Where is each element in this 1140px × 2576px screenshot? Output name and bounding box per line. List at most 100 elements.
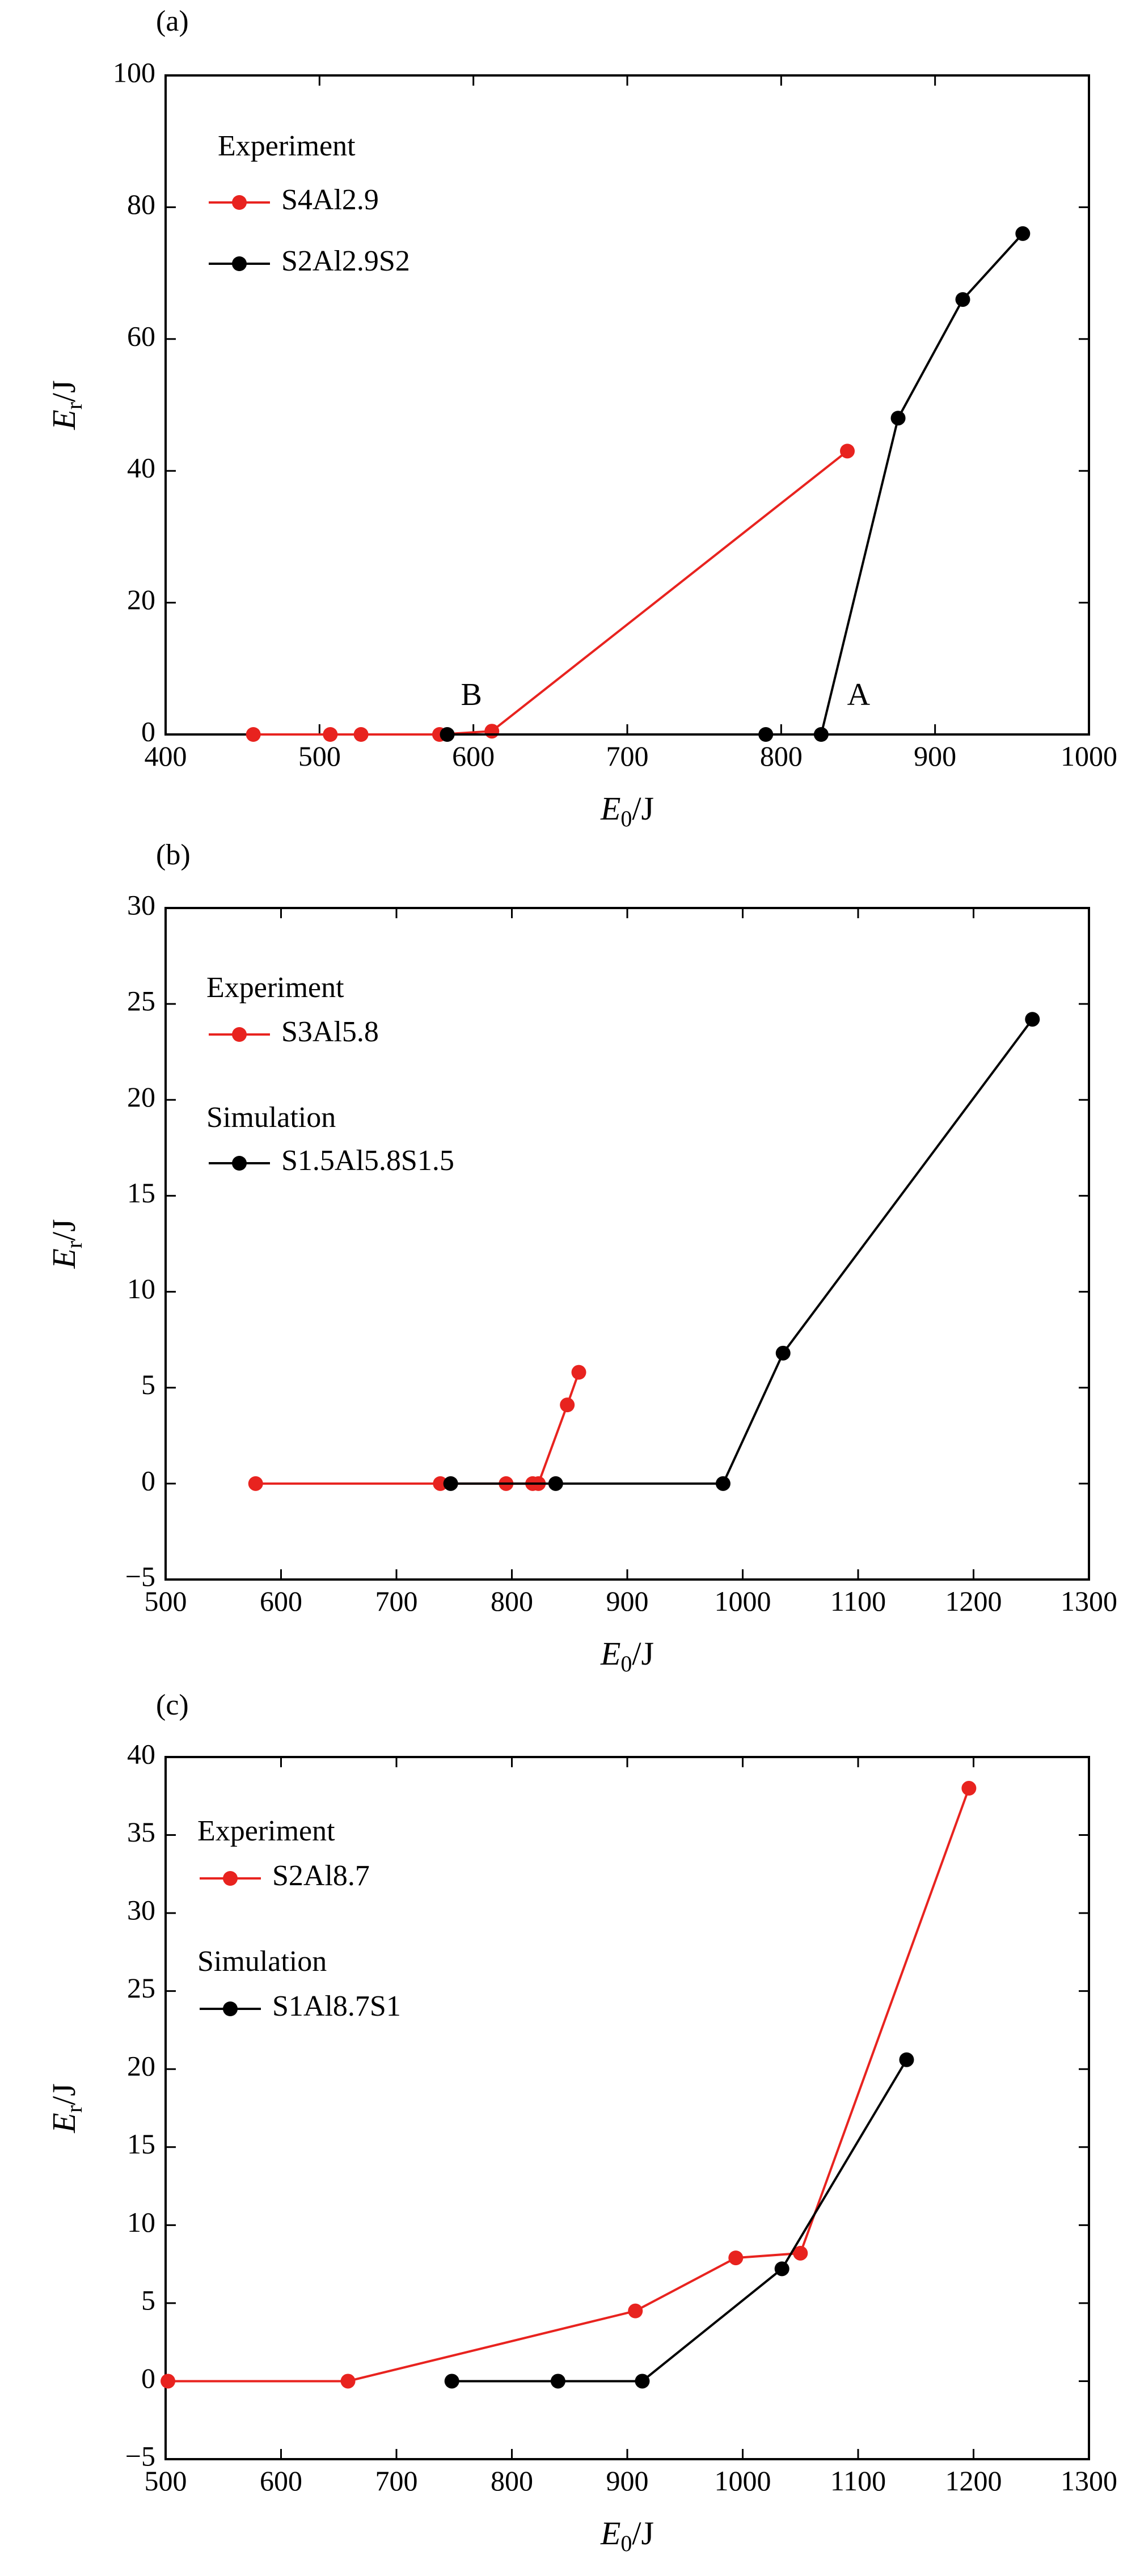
data-point xyxy=(161,2374,176,2389)
x-axis-label-subscript: 0 xyxy=(620,1651,632,1676)
x-tick-label: 900 xyxy=(606,1585,649,1617)
data-point xyxy=(484,724,500,739)
y-tick-label: 30 xyxy=(127,1894,155,1926)
legend-heading: Experiment xyxy=(197,1815,335,1847)
x-axis-label-subscript: 0 xyxy=(620,2531,632,2556)
y-tick-label: 80 xyxy=(127,188,155,220)
x-axis-label-unit: /J xyxy=(632,1635,654,1672)
x-tick-label: 700 xyxy=(375,2465,418,2497)
data-point xyxy=(840,444,855,459)
legend-entry: S2Al8.7 xyxy=(272,1860,370,1892)
legend-swatch-marker xyxy=(223,1871,238,1886)
annotation-label-b: B xyxy=(461,677,482,712)
data-point xyxy=(635,2374,650,2389)
data-point xyxy=(728,2250,744,2266)
y-tick-label: 5 xyxy=(141,1369,155,1400)
x-tick-label: 600 xyxy=(260,1585,302,1617)
legend-entry: S2Al2.9S2 xyxy=(281,245,410,277)
x-axis-label: E0/J xyxy=(600,790,654,831)
y-tick-label: 30 xyxy=(127,889,155,920)
y-axis-label: Er/J xyxy=(45,2083,87,2133)
y-tick-label: 60 xyxy=(127,320,155,352)
y-axis-label-unit: /J xyxy=(45,1219,82,1241)
x-tick-label: 1100 xyxy=(830,2465,886,2497)
x-tick-label: 1000 xyxy=(715,2465,771,2497)
data-point xyxy=(1015,226,1031,241)
plot-frame xyxy=(164,907,1090,1581)
data-point xyxy=(813,727,829,742)
y-tick-label: 100 xyxy=(113,56,155,88)
x-tick-label: 600 xyxy=(260,2465,302,2497)
y-tick-label: 35 xyxy=(127,1816,155,1848)
chart-panel-b: (b) 500 600 700 800 900 1000 1100 1200 1300 −5 0 5 10… xyxy=(45,839,1117,1676)
data-point xyxy=(899,2052,914,2067)
y-axis-label-subscript: r xyxy=(61,402,87,409)
x-axis-label-symbol: E xyxy=(600,790,620,827)
x-tick-label: 500 xyxy=(145,1585,187,1617)
y-tick-label: 5 xyxy=(141,2284,155,2316)
panel-label: (b) xyxy=(156,839,191,871)
legend-heading: Simulation xyxy=(197,1945,327,1978)
x-tick-label: 800 xyxy=(491,2465,533,2497)
legend-heading: Experiment xyxy=(218,130,356,162)
series-line-s1.5al5.8s1.5 xyxy=(450,1019,1033,1485)
x-tick-label: 800 xyxy=(491,1585,533,1617)
legend-heading: Experiment xyxy=(206,972,344,1004)
series-line-s4al2.9 xyxy=(253,450,848,736)
y-tick-label: 10 xyxy=(127,2206,155,2238)
y-tick-label: −5 xyxy=(125,1560,155,1592)
panel-label: (a) xyxy=(156,5,189,37)
x-axis-label-symbol: E xyxy=(600,1635,620,1672)
x-axis-label-subscript: 0 xyxy=(620,806,632,831)
y-tick-label: 0 xyxy=(141,715,155,747)
data-point xyxy=(758,727,774,742)
data-point xyxy=(1025,1012,1040,1027)
x-tick-label: 400 xyxy=(145,740,187,772)
data-point xyxy=(340,2374,356,2389)
x-tick-label: 1300 xyxy=(1061,2465,1117,2497)
y-axis-label-unit: /J xyxy=(45,380,82,402)
data-point xyxy=(246,727,261,742)
annotation-label-a: A xyxy=(847,677,871,712)
y-axis-label: Er/J xyxy=(45,380,87,430)
data-point xyxy=(774,2261,789,2277)
legend-swatch-marker xyxy=(232,195,247,210)
series-line-s2al8.7 xyxy=(168,1788,970,2383)
data-point xyxy=(550,2374,565,2389)
y-tick-label: 25 xyxy=(127,1972,155,2004)
series-line-s1al8.7s1 xyxy=(451,2059,908,2383)
x-tick-label: 1000 xyxy=(715,1585,771,1617)
legend-entry: S3Al5.8 xyxy=(281,1016,379,1048)
data-point xyxy=(323,727,338,742)
y-axis-label-symbol: E xyxy=(45,2113,82,2133)
x-axis-label-symbol: E xyxy=(600,2515,620,2552)
data-point xyxy=(890,411,906,426)
panel-label: (c) xyxy=(156,1689,189,1721)
x-tick-label: 500 xyxy=(145,2465,187,2497)
y-tick-label: 15 xyxy=(127,1177,155,1209)
data-point xyxy=(628,2303,643,2319)
legend-entry: S1Al8.7S1 xyxy=(272,1990,401,2022)
y-tick-label: 40 xyxy=(127,1738,155,1770)
x-axis-label: E0/J xyxy=(600,2515,654,2556)
y-axis-label-unit: /J xyxy=(45,2083,82,2105)
data-point xyxy=(443,1476,458,1491)
series-line-s2al2.9s2 xyxy=(447,233,1024,736)
chart-panel-a: (a)400 500 600 700 800 900 1000020406080100E0/… xyxy=(45,5,1117,831)
y-axis-label-symbol: E xyxy=(45,409,82,430)
y-tick-label: 20 xyxy=(127,1081,155,1113)
series-line-s3al5.8 xyxy=(255,1371,580,1485)
x-tick-label: 1100 xyxy=(830,1585,886,1617)
data-point xyxy=(715,1476,731,1491)
x-tick-label: 900 xyxy=(606,2465,649,2497)
x-tick-label: 600 xyxy=(452,740,495,772)
legend-heading: Simulation xyxy=(206,1101,336,1134)
legend-swatch-marker xyxy=(232,1027,247,1042)
legend-swatch-marker xyxy=(232,256,247,271)
data-point xyxy=(571,1365,586,1380)
x-tick-label: 700 xyxy=(375,1585,418,1617)
x-tick-label: 1200 xyxy=(945,1585,1002,1617)
data-point xyxy=(793,2245,808,2261)
y-axis-label-subscript: r xyxy=(61,1241,87,1248)
data-point xyxy=(433,1476,448,1491)
